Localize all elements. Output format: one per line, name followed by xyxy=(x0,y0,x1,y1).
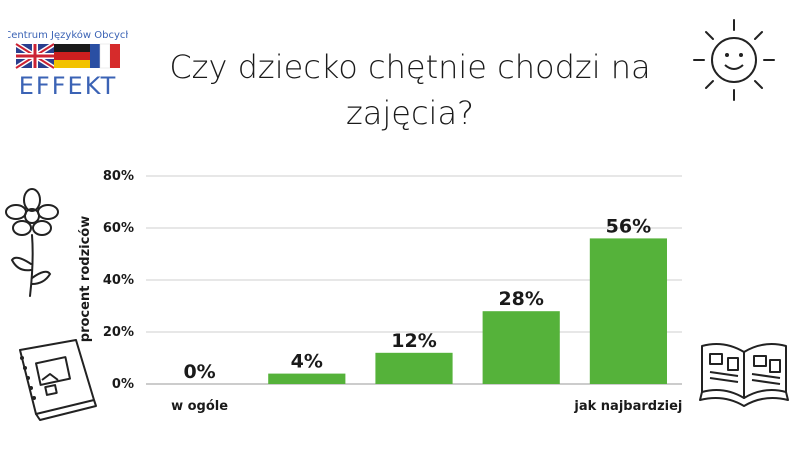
x-axis-labels: w ogóle jak najbardziej xyxy=(171,399,682,414)
y-axis-label: procent rodziców xyxy=(78,216,93,342)
french-flag-icon xyxy=(90,43,120,69)
y-tick-label: 0% xyxy=(112,377,134,392)
bar xyxy=(482,311,560,384)
bar xyxy=(268,373,346,384)
bar-value-label: 0% xyxy=(183,361,215,383)
logo-subtitle: Centrum Języków Obcych xyxy=(8,29,128,41)
title-line-2: zajęcia? xyxy=(345,94,475,132)
x-tick-label: w ogóle xyxy=(171,399,228,414)
slide-title: Czy dziecko chętnie chodzi na zajęcia? xyxy=(150,44,670,136)
y-tick-label: 80% xyxy=(103,169,134,184)
bar-value-label: 12% xyxy=(391,330,436,352)
y-tick-label: 60% xyxy=(103,221,134,236)
bar xyxy=(375,352,453,384)
title-line-1: Czy dziecko chętnie chodzi na xyxy=(169,48,651,86)
bar xyxy=(589,238,667,384)
bar-value-label: 4% xyxy=(291,351,323,373)
logo-title: EFFEKT xyxy=(19,72,117,100)
bar-value-label: 56% xyxy=(606,215,651,237)
german-flag-icon xyxy=(54,44,90,68)
logo-graphic: Centrum Języków Obcych EFFEKT xyxy=(4,29,131,100)
uk-flag-icon xyxy=(14,41,56,71)
notebook-icon xyxy=(19,339,97,421)
bar-value-labels: 0% 4% 12% 28% 56% xyxy=(183,215,651,383)
x-tick-label: jak najbardziej xyxy=(573,399,682,414)
flower-icon xyxy=(5,188,59,297)
bar-value-label: 28% xyxy=(498,288,543,310)
effekt-logo: Centrum Języków Obcych EFFEKT xyxy=(4,24,131,119)
y-tick-label: 40% xyxy=(103,273,134,288)
y-axis-ticks: 0% 20% 40% 60% 80% xyxy=(103,169,134,392)
chart-bars xyxy=(268,238,667,384)
y-tick-label: 20% xyxy=(103,325,134,340)
sun-icon xyxy=(693,19,775,101)
open-book-icon xyxy=(699,343,789,407)
